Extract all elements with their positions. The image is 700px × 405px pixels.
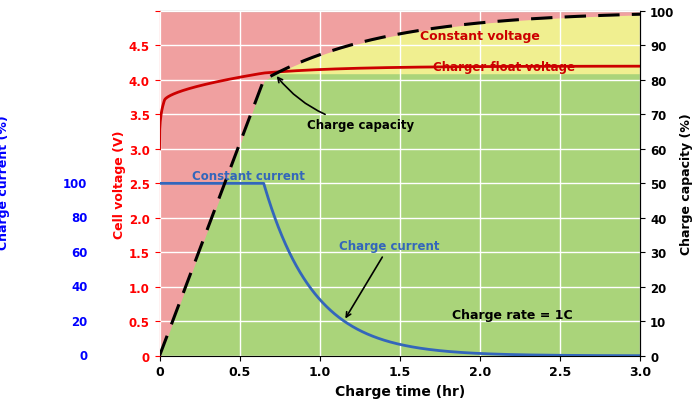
Text: 80: 80 [71,212,88,225]
Text: 100: 100 [63,177,88,190]
Text: Charge capacity: Charge capacity [278,78,414,132]
Text: Charge current (%): Charge current (%) [0,115,10,249]
Text: Constant current: Constant current [192,169,304,182]
Y-axis label: Charge capacity (%): Charge capacity (%) [680,113,693,255]
Text: 60: 60 [71,246,88,259]
Y-axis label: Cell voltage (V): Cell voltage (V) [113,130,126,238]
Text: Charge rate = 1C: Charge rate = 1C [452,308,573,321]
Text: Charger float voltage: Charger float voltage [433,60,575,73]
Text: Charge current: Charge current [339,239,440,317]
X-axis label: Charge time (hr): Charge time (hr) [335,384,465,398]
Text: 20: 20 [71,315,88,328]
Text: Constant voltage: Constant voltage [420,30,540,43]
Text: 40: 40 [71,281,88,294]
Text: 0: 0 [79,350,88,362]
